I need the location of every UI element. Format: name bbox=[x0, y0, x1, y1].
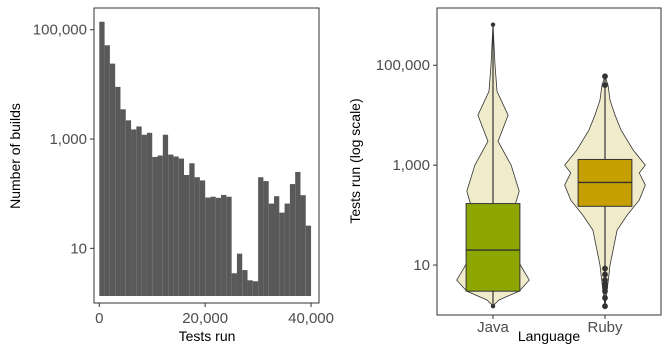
violin-series bbox=[456, 22, 646, 310]
violin-y-tick-label: 1,000 bbox=[392, 157, 430, 174]
whisker-end-point bbox=[602, 74, 608, 79]
outlier-point bbox=[602, 265, 608, 272]
histogram-chart: 0 20,000 40,000 10 1,000 100,000 Tests run N… bbox=[7, 7, 334, 344]
outlier-point bbox=[602, 294, 608, 301]
histogram-bar bbox=[252, 281, 259, 296]
histogram-x-tick-label: 40,000 bbox=[288, 310, 334, 327]
histogram-y-axis-title: Number of builds bbox=[7, 103, 23, 209]
violin-group-ruby bbox=[564, 73, 646, 310]
histogram-bar bbox=[157, 155, 163, 296]
histogram-bar bbox=[120, 109, 126, 296]
violin-group-java bbox=[456, 22, 530, 309]
histogram-bar bbox=[295, 171, 301, 296]
histogram-y-tick-label: 1,000 bbox=[49, 131, 87, 148]
histogram-bar bbox=[242, 270, 248, 296]
outlier-point bbox=[602, 277, 608, 283]
histogram-bar bbox=[289, 184, 296, 296]
outlier-point bbox=[602, 271, 608, 278]
histogram-bar bbox=[168, 154, 174, 296]
histogram-bar bbox=[115, 86, 121, 296]
histogram-bar bbox=[210, 196, 216, 296]
histogram-bar bbox=[226, 196, 232, 296]
histogram-bar bbox=[184, 174, 190, 296]
histogram-bar bbox=[221, 194, 227, 296]
histogram-bar bbox=[189, 163, 195, 296]
histogram-bar bbox=[131, 129, 137, 296]
violin-x-axis-title: Language bbox=[518, 328, 581, 344]
histogram-x-axis: 0 20,000 40,000 bbox=[95, 303, 334, 327]
violin-x-tick-label: Java bbox=[477, 319, 509, 336]
histogram-bar bbox=[284, 203, 290, 296]
histogram-bar bbox=[194, 177, 200, 296]
histogram-x-tick-label: 0 bbox=[95, 310, 103, 327]
histogram-bar bbox=[236, 253, 243, 296]
outlier-point bbox=[602, 82, 608, 89]
histogram-bar bbox=[268, 203, 274, 296]
violin-y-axis: 10 1,000 100,000 bbox=[376, 57, 437, 274]
histogram-bar bbox=[263, 181, 269, 296]
histogram-bar bbox=[109, 63, 116, 297]
histogram-bars bbox=[99, 21, 312, 297]
violin-y-tick-label: 100,000 bbox=[376, 57, 430, 74]
histogram-y-tick-label: 100,000 bbox=[33, 22, 87, 39]
violin-chart: Java Ruby 10 1,000 100,000 Language Tests r… bbox=[347, 7, 662, 344]
histogram-x-axis-title: Tests run bbox=[179, 328, 236, 344]
histogram-x-tick-label: 20,000 bbox=[182, 310, 228, 327]
histogram-bar bbox=[231, 273, 237, 296]
histogram-bar bbox=[178, 158, 184, 296]
violin-x-tick-label: Ruby bbox=[587, 319, 623, 336]
histogram-bar bbox=[104, 45, 110, 297]
violin-y-axis-title: Tests run (log scale) bbox=[347, 98, 363, 223]
whisker-end-point bbox=[490, 304, 496, 309]
violin-x-axis: Java Ruby bbox=[477, 315, 623, 336]
histogram-bar bbox=[141, 134, 147, 296]
histogram-bar bbox=[146, 132, 153, 296]
histogram-bar bbox=[300, 195, 306, 296]
histogram-bar bbox=[274, 196, 280, 296]
histogram-bar bbox=[152, 156, 158, 296]
histogram-bar bbox=[199, 180, 206, 296]
whisker-end-point bbox=[602, 304, 608, 309]
histogram-bar bbox=[305, 225, 312, 296]
violin-y-tick-label: 10 bbox=[413, 257, 430, 274]
histogram-y-axis: 10 1,000 100,000 bbox=[33, 22, 94, 257]
histogram-y-tick-label: 10 bbox=[70, 240, 87, 257]
histogram-bar bbox=[215, 197, 222, 296]
histogram-bar bbox=[205, 197, 211, 296]
histogram-bar bbox=[162, 134, 169, 296]
histogram-bar bbox=[99, 21, 105, 296]
whisker-end-point bbox=[490, 22, 496, 27]
box-iqr bbox=[465, 203, 521, 292]
histogram-bar bbox=[136, 126, 142, 296]
histogram-bar bbox=[173, 156, 179, 296]
histogram-bar bbox=[279, 212, 285, 296]
histogram-bar bbox=[258, 177, 264, 296]
histogram-bar bbox=[125, 120, 132, 296]
histogram-bar bbox=[247, 280, 253, 296]
